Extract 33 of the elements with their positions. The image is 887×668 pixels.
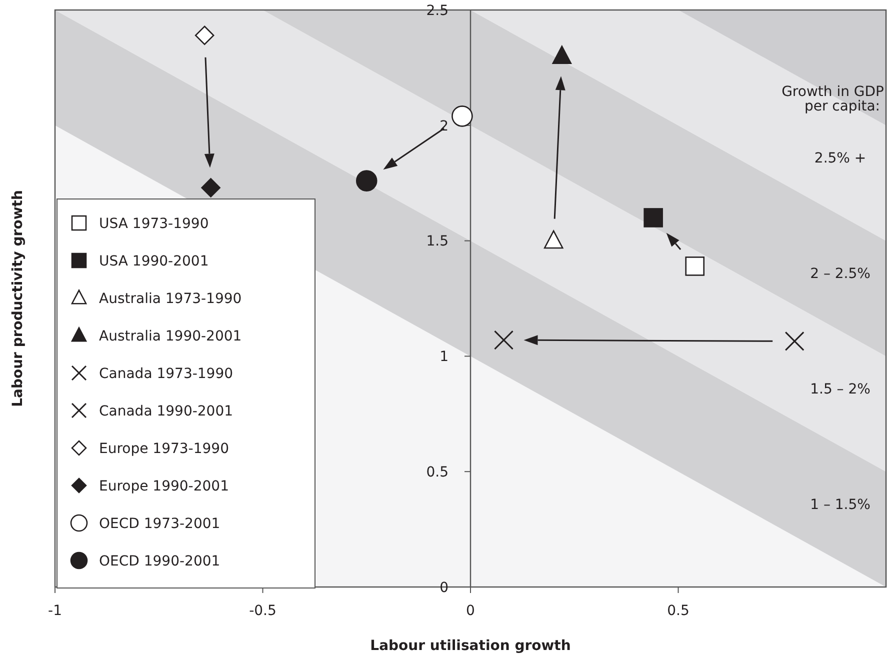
point	[685, 256, 705, 276]
point	[201, 178, 220, 198]
legend-label: OECD 1973-2001	[99, 516, 220, 532]
point	[644, 208, 663, 228]
point	[552, 46, 572, 64]
legend-label: Australia 1990-2001	[99, 328, 242, 344]
series-label: 1.5 – 2%	[810, 381, 870, 398]
legend-label: Europe 1973-1990	[99, 440, 229, 457]
legend-label: OECD 1990-2001	[99, 553, 220, 570]
x-axis-title: Labour utilisation growth	[370, 638, 571, 654]
point	[544, 230, 564, 249]
legend-label: Canada 1973-1990	[99, 366, 234, 382]
x-tick-label: -0.5	[249, 603, 276, 619]
x-tick-label: 0.5	[667, 603, 690, 619]
legend-label: Europe 1990-2001	[99, 478, 229, 494]
y-tick-label: 1	[440, 349, 448, 366]
legend-label: Canada 1990-2001	[99, 403, 234, 420]
legend-label: Australia 1973-1990	[99, 290, 242, 307]
legend-label: USA 1990-2001	[99, 253, 209, 270]
y-tick-label: 0.5	[426, 464, 448, 480]
legend-label: USA 1973-1990	[99, 216, 209, 232]
x-tick-label: -1	[48, 603, 62, 619]
point	[494, 330, 514, 350]
series-label: 1 – 1.5%	[810, 496, 870, 513]
point	[452, 106, 473, 127]
y-axis-title: Labour productivity growth	[10, 190, 26, 407]
point	[356, 170, 378, 192]
y-tick-label: 1.5	[426, 234, 448, 250]
series-label: 2.5% +	[814, 150, 866, 167]
x-tick-label: 0	[466, 603, 475, 619]
series-label: 2 – 2.5%	[810, 266, 870, 282]
point	[784, 331, 804, 351]
annotation: Growth in GDP per capita:	[782, 84, 884, 115]
